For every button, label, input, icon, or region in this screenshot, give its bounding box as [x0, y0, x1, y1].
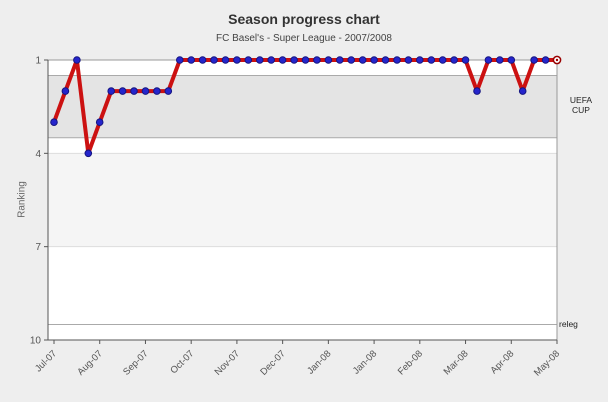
- data-point-marker: [336, 56, 344, 64]
- x-tick-label: Jul-07: [33, 348, 59, 374]
- data-point-marker: [404, 56, 413, 64]
- uefa-cup-zone-label-line1: UEFA: [569, 95, 593, 105]
- data-point-marker: [198, 56, 207, 64]
- x-tick-label: May-08: [532, 348, 562, 378]
- uefa-cup-zone-label-line2: CUP: [572, 105, 590, 115]
- data-point-marker: [473, 87, 481, 95]
- zone-band-1: [48, 153, 557, 247]
- x-tick-label: Jan-08: [351, 348, 379, 376]
- data-point-marker: [301, 56, 310, 64]
- y-tick-label: 10: [30, 336, 42, 347]
- data-point-marker: [61, 87, 70, 95]
- data-point-marker: [541, 56, 550, 64]
- data-point-marker: [176, 56, 184, 64]
- data-point-marker: [484, 56, 493, 64]
- data-point-marker: [50, 118, 58, 126]
- data-point-marker: [95, 118, 104, 126]
- x-tick-label: Oct-07: [168, 348, 196, 376]
- data-point-marker: [518, 87, 527, 95]
- chart-subtitle: FC Basel's - Super League - 2007/2008: [216, 33, 392, 44]
- zone-band-0: [48, 75, 557, 138]
- data-point-marker: [233, 56, 241, 64]
- data-point-marker: [507, 56, 516, 64]
- data-point-marker: [313, 56, 321, 64]
- x-tick-label: Nov-07: [213, 348, 242, 377]
- data-point-marker: [118, 87, 127, 95]
- data-point-marker: [290, 56, 298, 64]
- x-tick-label: Apr-08: [488, 348, 516, 376]
- data-point-marker: [347, 56, 356, 64]
- current-position-marker-dot: [555, 58, 559, 62]
- x-tick-label: Feb-08: [396, 348, 425, 377]
- data-point-marker: [461, 56, 470, 64]
- uefa-cup-zone-label: UEFA CUP: [557, 95, 605, 115]
- data-point-marker: [73, 56, 81, 64]
- data-point-marker: [370, 56, 378, 64]
- data-point-marker: [530, 56, 538, 64]
- data-point-marker: [256, 56, 264, 64]
- data-point-marker: [130, 87, 138, 95]
- data-point-marker: [244, 56, 253, 64]
- x-tick-label: Aug-07: [75, 348, 104, 377]
- data-point-marker: [416, 56, 424, 64]
- data-point-marker: [141, 87, 150, 95]
- data-point-marker: [153, 87, 161, 95]
- data-point-marker: [210, 56, 218, 64]
- y-tick-label: 4: [35, 149, 41, 160]
- data-point-marker: [393, 56, 401, 64]
- chart-title: Season progress chart: [228, 11, 380, 27]
- x-tick-label: Dec-07: [258, 348, 287, 377]
- data-point-marker: [381, 56, 390, 64]
- data-point-marker: [450, 56, 458, 64]
- data-point-marker: [278, 56, 287, 64]
- x-tick-label: Mar-08: [442, 348, 471, 377]
- relegation-zone-label: releg: [559, 319, 578, 329]
- data-point-marker: [107, 87, 115, 95]
- data-point-marker: [358, 56, 367, 64]
- data-point-marker: [221, 56, 230, 64]
- y-tick-label: 1: [35, 56, 41, 67]
- data-point-marker: [267, 56, 276, 64]
- y-tick-label: 7: [35, 242, 41, 253]
- data-point-marker: [84, 149, 93, 158]
- data-point-marker: [324, 56, 333, 64]
- data-point-marker: [164, 87, 173, 95]
- data-point-marker: [496, 56, 504, 64]
- data-point-marker: [187, 56, 195, 64]
- x-tick-label: Jan-08: [305, 348, 333, 376]
- x-tick-label: Sep-07: [121, 348, 150, 377]
- data-point-marker: [438, 56, 447, 64]
- data-point-marker: [427, 56, 436, 64]
